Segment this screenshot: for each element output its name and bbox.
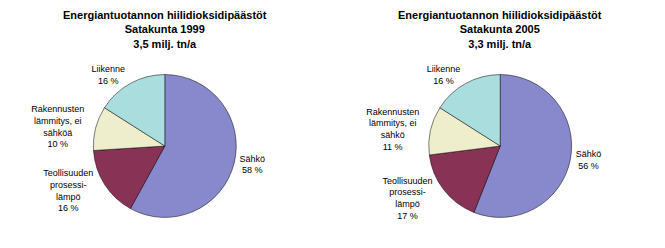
svg-text:Rakennustenlämmitys, eisähköä1: Rakennustenlämmitys, eisähköä10 % [31,104,84,149]
svg-text:Energiantuotannon hiilidioksid: Energiantuotannon hiilidioksidipäästötSa… [398,9,602,50]
svg-text:Sähkö56 %: Sähkö56 % [576,149,602,171]
svg-text:Liikenne16 %: Liikenne16 % [427,64,461,86]
svg-text:Energiantuotannon hiilidioksid: Energiantuotannon hiilidioksidipäästötSa… [63,9,267,50]
svg-text:Liikenne16 %: Liikenne16 % [91,64,125,86]
svg-text:Teollisuudenprosessi-lämpö16 %: Teollisuudenprosessi-lämpö16 % [43,168,93,213]
svg-text:Sähkö58 %: Sähkö58 % [239,154,265,176]
svg-text:Teollisuudenprosessi-lämpö17 %: Teollisuudenprosessi-lämpö17 % [382,176,432,221]
svg-text:Rakennustenlämmitys, eisähkö11: Rakennustenlämmitys, eisähkö11 % [366,107,419,152]
